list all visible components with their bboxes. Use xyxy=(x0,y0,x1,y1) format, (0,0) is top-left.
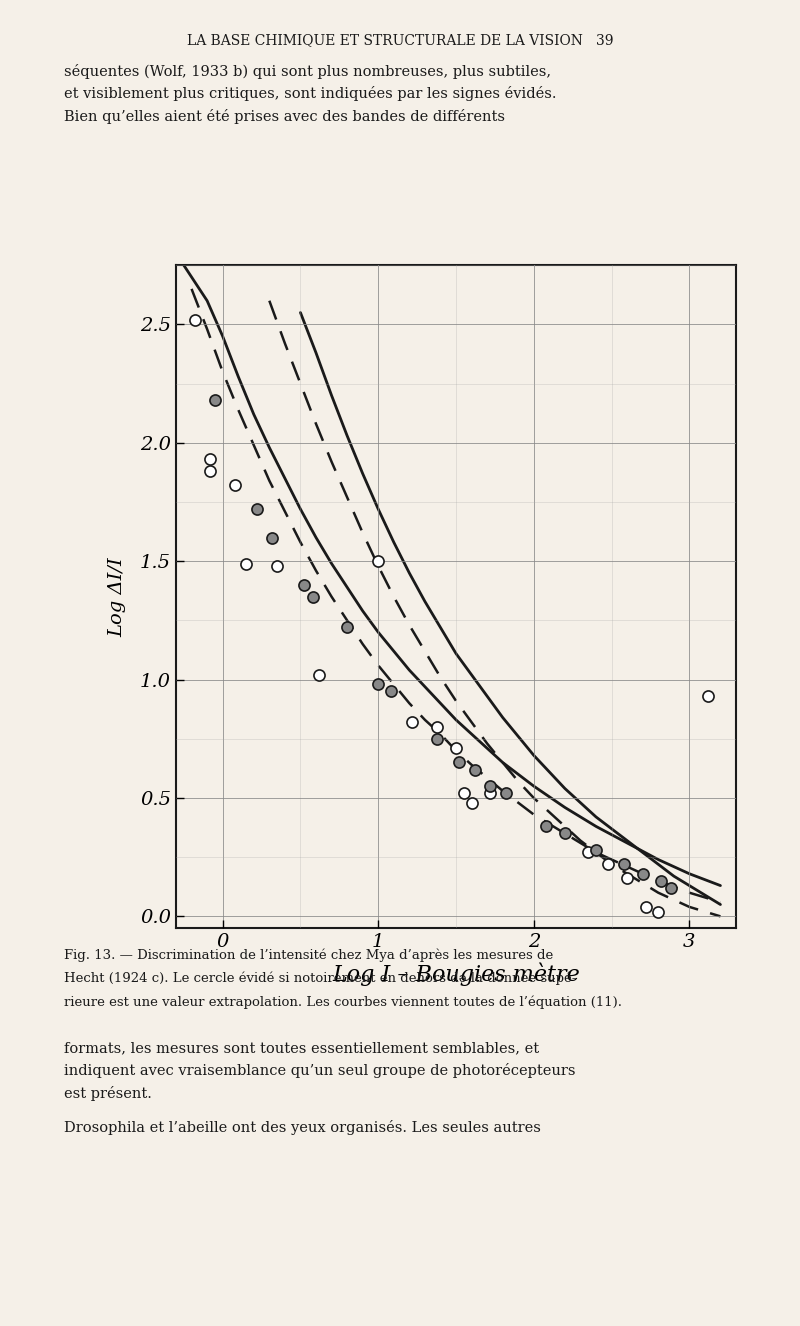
Point xyxy=(540,815,553,837)
Point xyxy=(384,680,397,701)
Point xyxy=(702,686,714,707)
Text: Bien qu’elles aient été prises avec des bandes de différents: Bien qu’elles aient été prises avec des … xyxy=(64,109,505,123)
X-axis label: Log I – Bougies mètre: Log I – Bougies mètre xyxy=(332,963,580,985)
Point xyxy=(372,550,385,572)
Point xyxy=(204,448,217,469)
Text: Fig. 13. — Discrimination de l’intensité chez Mya d’après les mesures de: Fig. 13. — Discrimination de l’intensité… xyxy=(64,948,554,961)
Y-axis label: Log ΔI/I: Log ΔI/I xyxy=(108,557,126,636)
Text: Hecht (1924 c). Le cercle évidé si notoirement en dehors də la donnée supé-: Hecht (1924 c). Le cercle évidé si notoi… xyxy=(64,972,576,985)
Point xyxy=(484,776,497,797)
Point xyxy=(636,863,649,884)
Point xyxy=(209,390,222,411)
Point xyxy=(229,475,242,496)
Point xyxy=(450,737,462,758)
Point xyxy=(499,782,512,804)
Text: rieure est une valeur extrapolation. Les courbes viennent toutes de l’équation (: rieure est une valeur extrapolation. Les… xyxy=(64,996,622,1009)
Point xyxy=(453,752,466,773)
Point xyxy=(468,758,481,780)
Point xyxy=(250,499,263,520)
Point xyxy=(204,460,217,481)
Point xyxy=(664,878,677,899)
Point xyxy=(406,712,419,733)
Point xyxy=(655,870,668,891)
Point xyxy=(465,792,478,813)
Point xyxy=(621,867,634,888)
Point xyxy=(639,896,652,918)
Text: Drosophila et l’abeille ont des yeux organisés. Les seules autres: Drosophila et l’abeille ont des yeux org… xyxy=(64,1120,541,1135)
Point xyxy=(313,664,326,686)
Point xyxy=(618,854,630,875)
Point xyxy=(188,309,201,330)
Point xyxy=(484,782,497,804)
Point xyxy=(297,574,310,595)
Point xyxy=(602,854,615,875)
Text: et visiblement plus critiques, sont indiquées par les signes évidés.: et visiblement plus critiques, sont indi… xyxy=(64,86,557,101)
Text: indiquent avec vraisemblance qu’un seul groupe de photorécepteurs: indiquent avec vraisemblance qu’un seul … xyxy=(64,1063,575,1078)
Text: est présent.: est présent. xyxy=(64,1086,152,1101)
Text: LA BASE CHIMIQUE ET STRUCTURALE DE LA VISION   39: LA BASE CHIMIQUE ET STRUCTURALE DE LA VI… xyxy=(186,33,614,48)
Point xyxy=(431,728,444,749)
Point xyxy=(590,839,602,861)
Point xyxy=(458,782,470,804)
Text: formats, les mesures sont toutes essentiellement semblables, et: formats, les mesures sont toutes essenti… xyxy=(64,1041,539,1055)
Point xyxy=(582,842,594,863)
Point xyxy=(270,556,283,577)
Point xyxy=(266,526,279,548)
Point xyxy=(652,902,665,923)
Text: séquentes (Wolf, 1933 b) qui sont plus nombreuses, plus subtiles,: séquentes (Wolf, 1933 b) qui sont plus n… xyxy=(64,64,551,78)
Point xyxy=(558,823,571,845)
Point xyxy=(240,553,253,574)
Point xyxy=(341,617,354,638)
Point xyxy=(372,674,385,695)
Point xyxy=(431,716,444,737)
Point xyxy=(306,586,319,607)
